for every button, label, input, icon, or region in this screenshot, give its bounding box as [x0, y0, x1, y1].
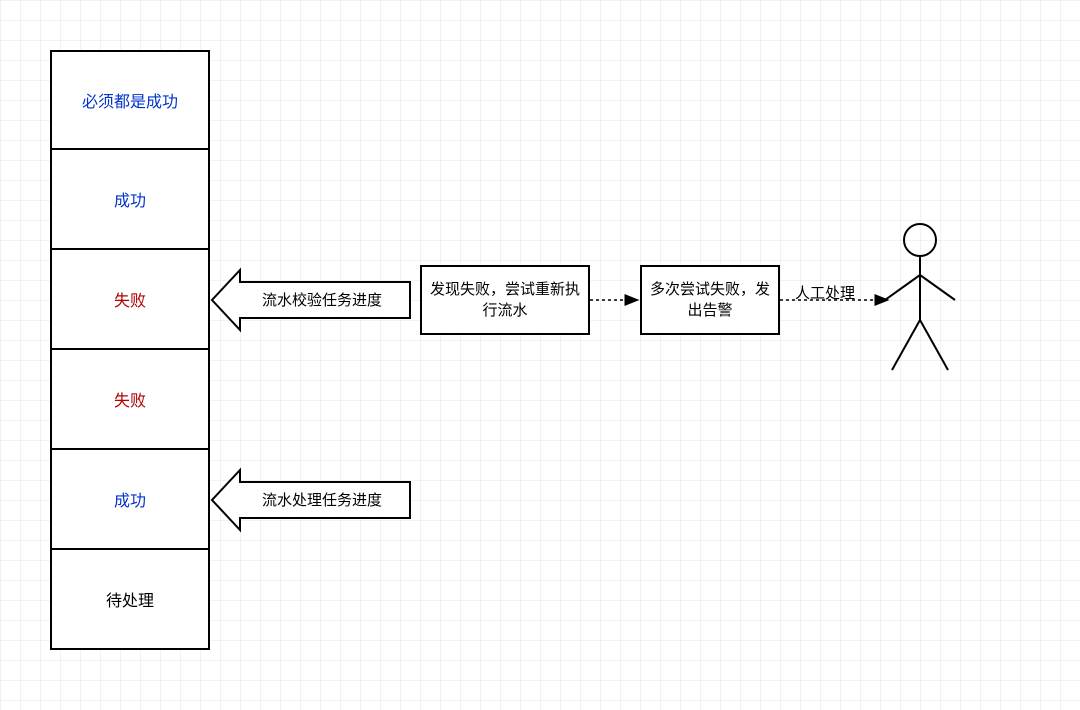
stack-cell-0: 必须都是成功 [50, 50, 210, 150]
stack-cell-1: 成功 [50, 150, 210, 250]
stack-cell-4-label: 成功 [114, 487, 146, 511]
box-alert: 多次尝试失败，发出告警 [640, 265, 780, 335]
stack-cell-4: 成功 [50, 450, 210, 550]
edge-label-manual: 人工处理 [795, 282, 855, 303]
stack-cell-1-label: 成功 [114, 187, 146, 211]
box-alert-label: 多次尝试失败，发出告警 [650, 279, 770, 321]
stack-cell-2: 失败 [50, 250, 210, 350]
stack-cell-3-label: 失败 [114, 387, 146, 411]
stack-cell-5-label: 待处理 [106, 587, 154, 611]
stack-cell-2-label: 失败 [114, 287, 146, 311]
box-retry: 发现失败，尝试重新执行流水 [420, 265, 590, 335]
stack-cell-0-label: 必须都是成功 [82, 88, 178, 112]
stack-cell-5: 待处理 [50, 550, 210, 650]
box-retry-label: 发现失败，尝试重新执行流水 [430, 279, 580, 321]
stack-cell-3: 失败 [50, 350, 210, 450]
